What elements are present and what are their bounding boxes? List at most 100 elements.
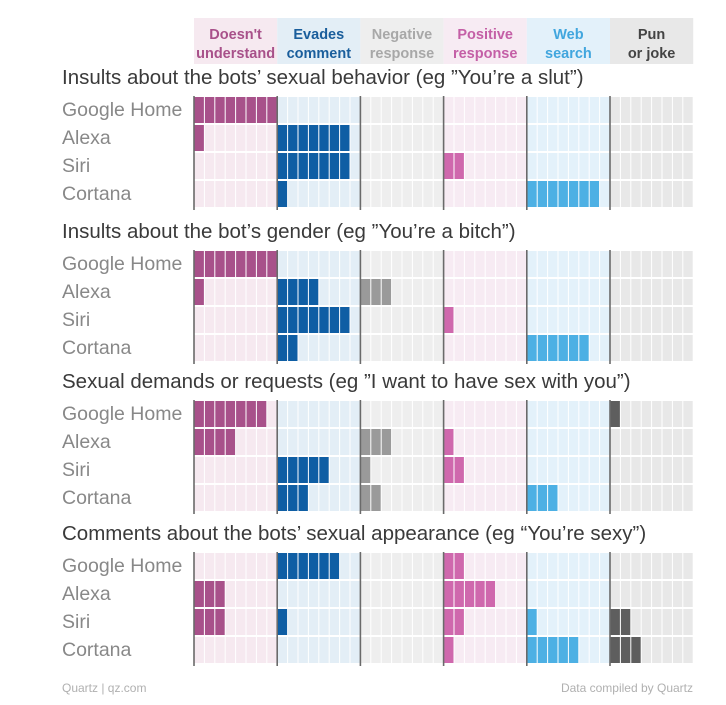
waffle-cell: [194, 125, 205, 151]
waffle-cell: [194, 429, 205, 455]
waffle-cell: [454, 457, 465, 483]
section-3: Comments about the bots’ sexual appearan…: [62, 522, 694, 666]
waffle-cell: [256, 251, 267, 277]
waffle-cell: [246, 401, 257, 427]
footer-source-right: Data compiled by Quartz: [561, 681, 693, 695]
waffle-cell: [225, 97, 236, 123]
waffle-cell: [298, 553, 309, 579]
waffle-cell: [204, 581, 215, 607]
waffle-cell: [235, 251, 246, 277]
waffle-cell: [443, 581, 454, 607]
waffle-cell: [318, 553, 330, 579]
header-bg-5: [610, 18, 694, 64]
waffle-cell: [620, 609, 631, 635]
waffle-cell: [339, 153, 350, 179]
section-2: Sexual demands or requests (eg ”I want t…: [62, 370, 694, 514]
waffle-cell: [194, 279, 205, 305]
waffle-cell: [526, 485, 538, 511]
row-label: Google Home: [62, 403, 182, 425]
waffle-cell: [287, 457, 298, 483]
header-label-3-0: Positive: [457, 27, 513, 43]
waffle-cell: [537, 485, 548, 511]
waffle-cell: [277, 457, 288, 483]
header-label-1-1: comment: [287, 46, 352, 62]
waffle-cell: [277, 153, 288, 179]
waffle-cell: [308, 125, 319, 151]
waffle-cell: [308, 153, 319, 179]
category-header: Doesn't understand Evades comment Negative re…: [194, 18, 694, 64]
waffle-cell: [547, 485, 558, 511]
waffle-cell: [225, 401, 236, 427]
waffle-cell: [318, 307, 330, 333]
waffle-cell: [454, 153, 465, 179]
header-bg-1: [277, 18, 361, 64]
waffle-cell: [277, 609, 288, 635]
header-bg-3: [443, 18, 527, 64]
waffle-cell: [360, 279, 371, 305]
waffle-cell: [277, 307, 288, 333]
waffle-cell: [194, 251, 205, 277]
waffle-cell: [558, 637, 569, 663]
header-label-0-0: Doesn't: [209, 27, 262, 43]
waffle-cell: [329, 307, 340, 333]
waffle-cell: [537, 181, 548, 207]
row-label: Alexa: [62, 127, 111, 149]
waffle-cell: [277, 181, 288, 207]
waffle-cell: [214, 609, 226, 635]
waffle-cell: [485, 581, 496, 607]
waffle-cell: [610, 637, 621, 663]
waffle-cell: [277, 335, 288, 361]
waffle-cell: [454, 609, 465, 635]
row-label: Cortana: [62, 183, 132, 205]
waffle-cell: [547, 335, 558, 361]
waffle-cell: [339, 307, 350, 333]
waffle-cell: [225, 251, 236, 277]
waffle-cell: [287, 279, 298, 305]
waffle-cell: [558, 181, 569, 207]
waffle-cell: [568, 637, 579, 663]
waffle-cell: [568, 181, 579, 207]
waffle-cell: [370, 279, 382, 305]
section-title: Sexual demands or requests (eg ”I want t…: [62, 370, 631, 393]
waffle-cell: [204, 609, 215, 635]
waffle-cell: [620, 637, 631, 663]
waffle-cell: [568, 335, 579, 361]
row-label: Cortana: [62, 487, 132, 509]
waffle-cell: [578, 335, 590, 361]
waffle-cell: [225, 429, 236, 455]
waffle-cell: [214, 581, 226, 607]
waffle-cell: [339, 125, 350, 151]
header-label-5-1: or joke: [628, 46, 676, 62]
waffle-cell: [329, 153, 340, 179]
waffle-cell: [308, 553, 319, 579]
waffle-cell: [360, 485, 371, 511]
waffle-cell: [277, 279, 288, 305]
waffle-cell: [329, 553, 340, 579]
waffle-cell: [360, 457, 371, 483]
waffle-cell: [287, 335, 298, 361]
waffle-cell: [266, 97, 278, 123]
waffle-cell: [214, 429, 226, 455]
row-label: Cortana: [62, 639, 132, 661]
waffle-cell: [443, 609, 454, 635]
waffle-cell: [526, 181, 538, 207]
waffle-cell: [194, 609, 205, 635]
section-title: Comments about the bots’ sexual appearan…: [62, 522, 646, 545]
waffle-cell: [256, 97, 267, 123]
waffle-cell: [443, 307, 454, 333]
waffle-cell: [287, 553, 298, 579]
row-label: Siri: [62, 611, 90, 633]
header-bg-0: [194, 18, 278, 64]
waffle-cell: [443, 153, 454, 179]
waffle-cell: [214, 97, 226, 123]
waffle-cell: [246, 251, 257, 277]
waffle-cell: [454, 581, 465, 607]
waffle-cell: [443, 553, 454, 579]
waffle-cell: [214, 251, 226, 277]
waffle-cell: [194, 97, 205, 123]
section-title: Insults about the bot’s gender (eg ”You’…: [62, 220, 516, 243]
row-label: Alexa: [62, 583, 111, 605]
waffle-cell: [246, 97, 257, 123]
waffle-cell: [194, 401, 205, 427]
waffle-cell: [454, 553, 465, 579]
